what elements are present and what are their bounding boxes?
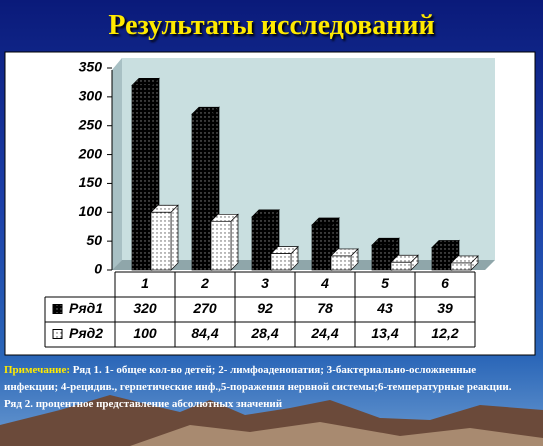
x-tick-label: 3 [261,275,269,291]
bar [270,253,292,271]
bar [150,211,172,271]
mountains [0,395,543,446]
y-tick-label: 350 [79,59,103,75]
x-tick-label: 5 [381,275,389,291]
chart-title: Результаты исследований [108,10,435,41]
bar [311,224,333,271]
y-tick-label: 250 [78,116,103,132]
bar [210,220,232,271]
table-value: 320 [133,300,157,316]
table-value: 92 [257,300,273,316]
y-tick-label: 200 [78,145,103,161]
bar-side [170,204,179,271]
table-value: 24,4 [310,325,338,341]
table-value: 28,4 [250,325,278,341]
bar [390,261,412,271]
table-value: 13,4 [371,325,398,341]
y-tick-label: 300 [79,88,103,104]
bar [191,113,213,271]
x-tick-label: 4 [320,275,329,291]
table-value: 39 [437,300,453,316]
y-tick-label: 150 [79,174,103,190]
mountains-light [130,422,543,446]
y-tick-label: 50 [86,232,102,248]
side-wall [112,58,122,270]
bar [371,244,393,271]
legend-swatch [52,329,63,339]
table-value: 12,2 [431,325,458,341]
y-tick-label: 0 [94,261,102,277]
legend-label: Ряд2 [69,325,103,341]
bar [330,255,352,271]
table-value: 78 [317,300,333,316]
bar [450,262,472,271]
table-value: 100 [133,325,157,341]
note-label: Примечание: [4,364,71,376]
y-tick-label: 100 [79,203,103,219]
bar-side [230,213,239,271]
table-value: 84,4 [191,325,218,341]
bar [131,84,153,271]
x-tick-label: 6 [441,275,449,291]
legend-label: Ряд1 [69,300,103,316]
legend-swatch [52,304,63,314]
note-text: Ряд 1. 1- общее кол-во детей; 2- лимфоад… [4,364,512,393]
bar [431,247,453,271]
table-value: 270 [192,300,217,316]
x-tick-label: 2 [200,275,209,291]
note: Примечание: Ряд 1. 1- общее кол-во детей… [4,362,524,413]
table-value: 43 [376,300,393,316]
x-tick-label: 1 [141,275,149,291]
note-series2: Ряд 2. процентное представление абсолютн… [4,398,283,410]
bar [251,216,273,271]
